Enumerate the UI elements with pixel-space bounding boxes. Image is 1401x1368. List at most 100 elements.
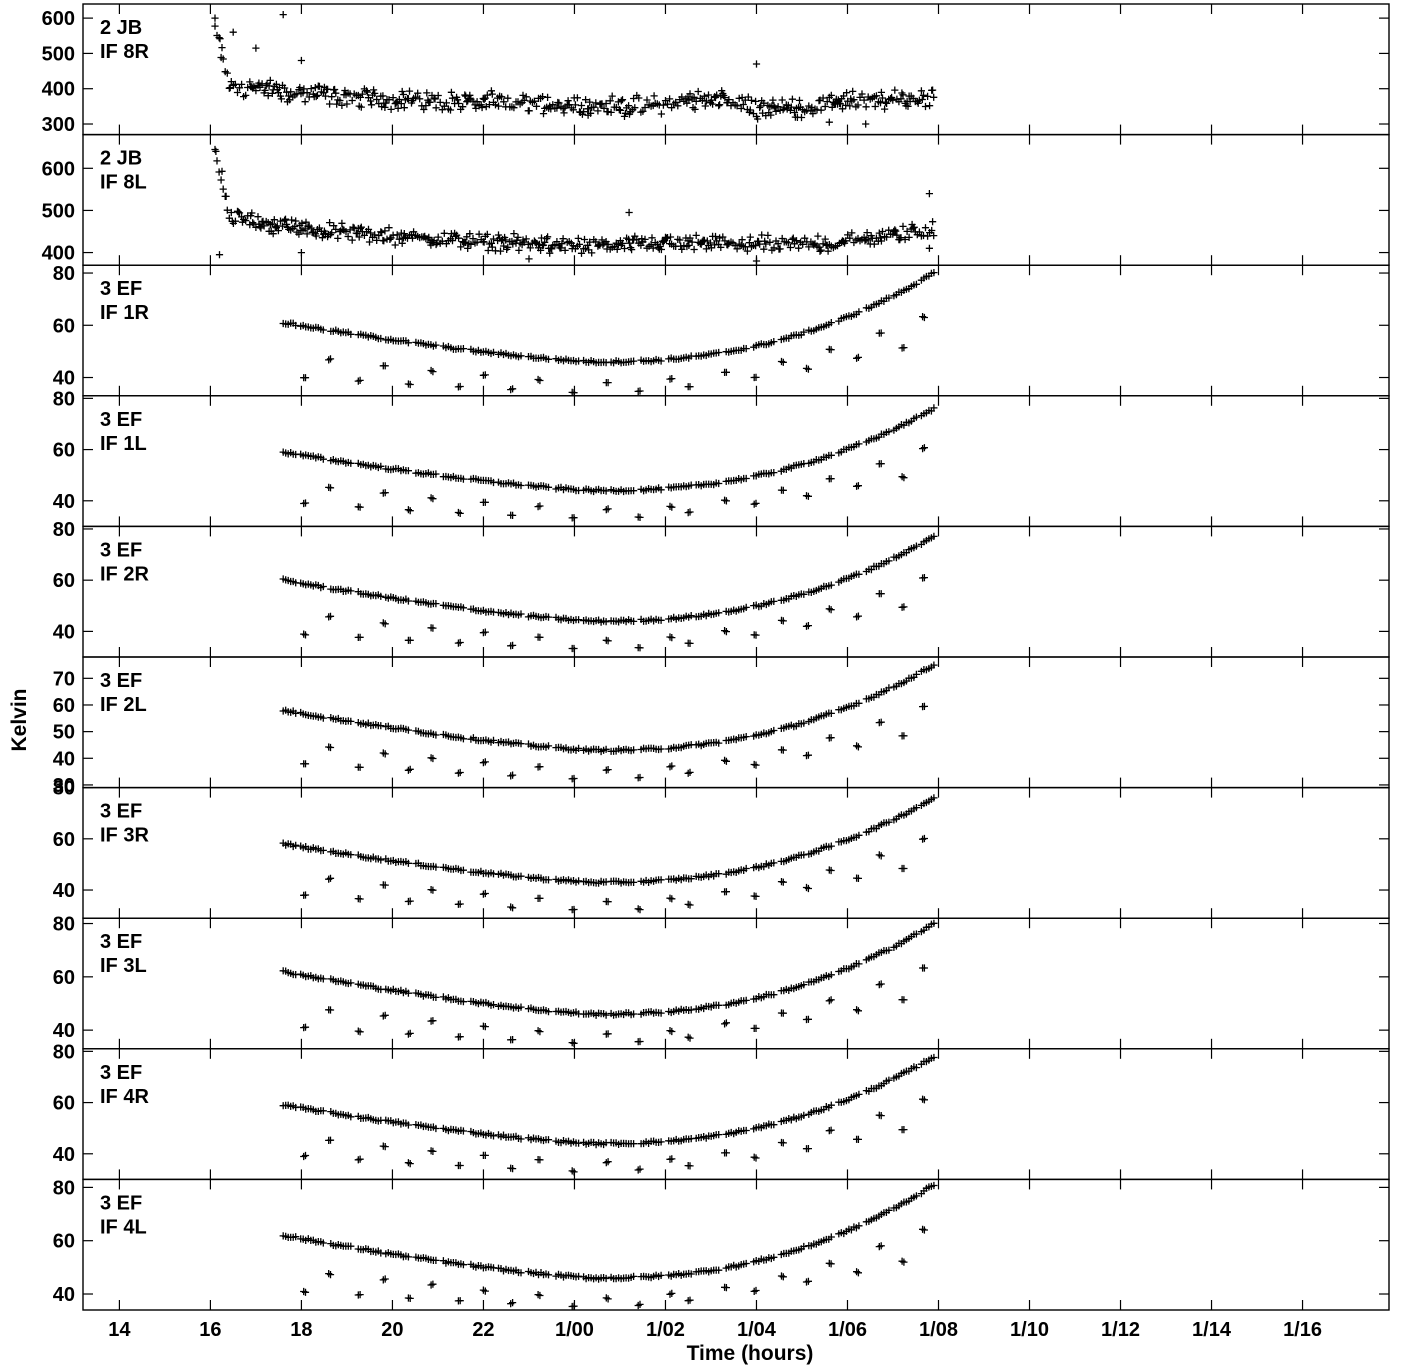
data-point — [631, 104, 639, 112]
data-point — [496, 247, 505, 255]
data-point — [853, 742, 861, 750]
data-point — [404, 506, 412, 514]
data-point — [850, 96, 858, 104]
data-point — [760, 245, 768, 253]
data-point — [429, 886, 437, 894]
data-point — [432, 1256, 440, 1264]
panel-series — [279, 404, 938, 522]
data-point — [300, 85, 308, 93]
data-point — [684, 1033, 692, 1041]
data-point — [404, 597, 412, 605]
x-tick-label: 1/12 — [1101, 1319, 1140, 1341]
panel-if-label: IF 1L — [100, 433, 147, 455]
data-point — [877, 718, 885, 726]
data-point — [770, 1121, 778, 1129]
data-point — [455, 99, 463, 108]
data-point — [648, 234, 656, 242]
panel-station-label: 2 JB — [100, 148, 142, 170]
data-point — [657, 1009, 665, 1017]
data-point — [863, 229, 871, 237]
data-point — [668, 895, 676, 903]
data-point — [881, 105, 889, 113]
data-point — [657, 745, 665, 753]
data-point — [381, 1275, 389, 1283]
data-point — [742, 474, 750, 483]
y-tick-label: 40 — [53, 880, 75, 902]
data-point — [544, 483, 553, 491]
data-point — [319, 455, 327, 463]
data-point — [302, 218, 310, 226]
data-point — [231, 217, 239, 225]
data-point — [526, 244, 534, 252]
data-point — [580, 108, 588, 116]
data-point — [702, 97, 710, 105]
data-point — [464, 244, 472, 252]
data-point — [659, 101, 667, 109]
data-point — [604, 766, 612, 774]
data-point — [855, 960, 863, 968]
data-point — [860, 96, 868, 104]
data-point — [532, 102, 541, 110]
data-point — [356, 633, 364, 641]
data-point — [722, 1019, 730, 1027]
data-point — [905, 233, 913, 241]
data-point — [657, 486, 665, 494]
data-point — [917, 87, 925, 95]
data-point — [378, 228, 386, 237]
data-point — [297, 249, 305, 257]
data-point — [854, 101, 862, 109]
data-point — [814, 232, 822, 240]
data-point — [742, 1126, 750, 1135]
data-point — [875, 229, 883, 237]
data-point — [686, 383, 694, 391]
data-point — [930, 1053, 938, 1062]
data-point — [400, 230, 408, 238]
data-point — [530, 97, 538, 105]
data-point — [509, 641, 517, 649]
data-point — [711, 232, 720, 241]
data-point — [752, 761, 760, 769]
data-point — [456, 638, 464, 647]
data-point — [608, 92, 616, 100]
data-point — [586, 238, 594, 246]
data-point — [819, 94, 827, 102]
data-point — [912, 930, 920, 938]
data-point — [657, 1271, 665, 1279]
panel-station-label: 3 EF — [100, 1192, 142, 1214]
data-point — [484, 246, 492, 255]
data-point — [668, 762, 676, 770]
data-point — [400, 104, 408, 112]
data-point — [762, 240, 770, 248]
data-point — [231, 80, 239, 88]
data-point — [487, 239, 495, 247]
data-point — [657, 357, 665, 365]
data-point — [846, 234, 854, 242]
data-point — [686, 508, 694, 516]
data-point — [255, 79, 263, 87]
data-point — [381, 620, 389, 628]
y-tick-label: 80 — [53, 263, 75, 285]
data-point — [456, 382, 464, 391]
data-point — [650, 92, 658, 100]
data-point — [752, 499, 760, 507]
data-point — [571, 101, 579, 109]
data-point — [485, 101, 493, 109]
data-point — [454, 769, 462, 777]
data-point — [602, 1294, 610, 1302]
data-point — [575, 616, 583, 624]
data-point — [704, 91, 713, 99]
data-point — [517, 872, 525, 880]
data-point — [898, 89, 906, 97]
data-point — [821, 102, 829, 111]
data-point — [432, 470, 440, 478]
data-point — [877, 1112, 885, 1120]
data-point — [331, 85, 339, 94]
data-point — [854, 874, 862, 882]
data-point — [918, 95, 926, 104]
data-point — [788, 95, 796, 103]
data-point — [319, 326, 327, 334]
data-point — [770, 338, 778, 346]
data-point — [893, 231, 901, 239]
